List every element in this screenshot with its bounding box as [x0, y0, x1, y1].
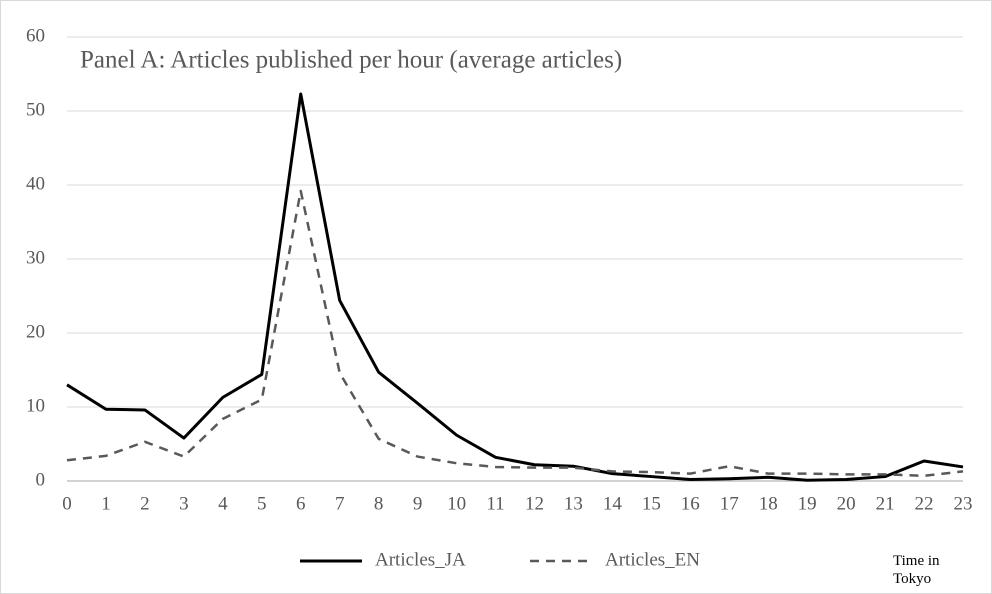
- x-tick-label: 11: [486, 493, 504, 514]
- chart-title: Panel A: Articles published per hour (av…: [80, 47, 622, 74]
- x-tick-label: 1: [101, 493, 111, 514]
- x-tick-label: 7: [335, 493, 345, 514]
- y-tick-label: 0: [36, 469, 46, 490]
- x-tick-label: 23: [954, 493, 973, 514]
- y-tick-label: 60: [26, 25, 45, 46]
- y-tick-label: 10: [26, 395, 45, 416]
- x-tick-label: 3: [179, 493, 189, 514]
- x-tick-label: 2: [140, 493, 150, 514]
- x-tick-label: 22: [915, 493, 934, 514]
- x-tick-label: 17: [720, 493, 739, 514]
- x-tick-label: 9: [413, 493, 423, 514]
- x-tick-label: 18: [759, 493, 778, 514]
- x-tick-label: 4: [218, 493, 228, 514]
- x-tick-label: 20: [837, 493, 856, 514]
- x-tick-label: 6: [296, 493, 306, 514]
- x-tick-label: 5: [257, 493, 267, 514]
- series-line: [66, 92, 964, 482]
- legend-label: Articles_JA: [375, 549, 466, 570]
- x-tick-label: 21: [876, 493, 895, 514]
- y-tick-label: 50: [26, 99, 45, 120]
- x-tick-label: 8: [374, 493, 384, 514]
- x-axis-label: Time in Tokyo: [893, 553, 940, 587]
- x-tick-label: 16: [681, 493, 700, 514]
- x-tick-label: 12: [525, 493, 544, 514]
- x-tick-label: 15: [642, 493, 661, 514]
- x-tick-label: 0: [62, 493, 72, 514]
- y-tick-label: 20: [26, 321, 45, 342]
- x-tick-label: 10: [447, 493, 466, 514]
- legend-label: Articles_EN: [605, 549, 700, 570]
- y-tick-label: 30: [26, 247, 45, 268]
- y-tick-label: 40: [26, 173, 45, 194]
- x-tick-label: 19: [798, 493, 817, 514]
- x-tick-label: 13: [564, 493, 583, 514]
- x-tick-label: 14: [603, 493, 623, 514]
- series-line: [66, 189, 964, 478]
